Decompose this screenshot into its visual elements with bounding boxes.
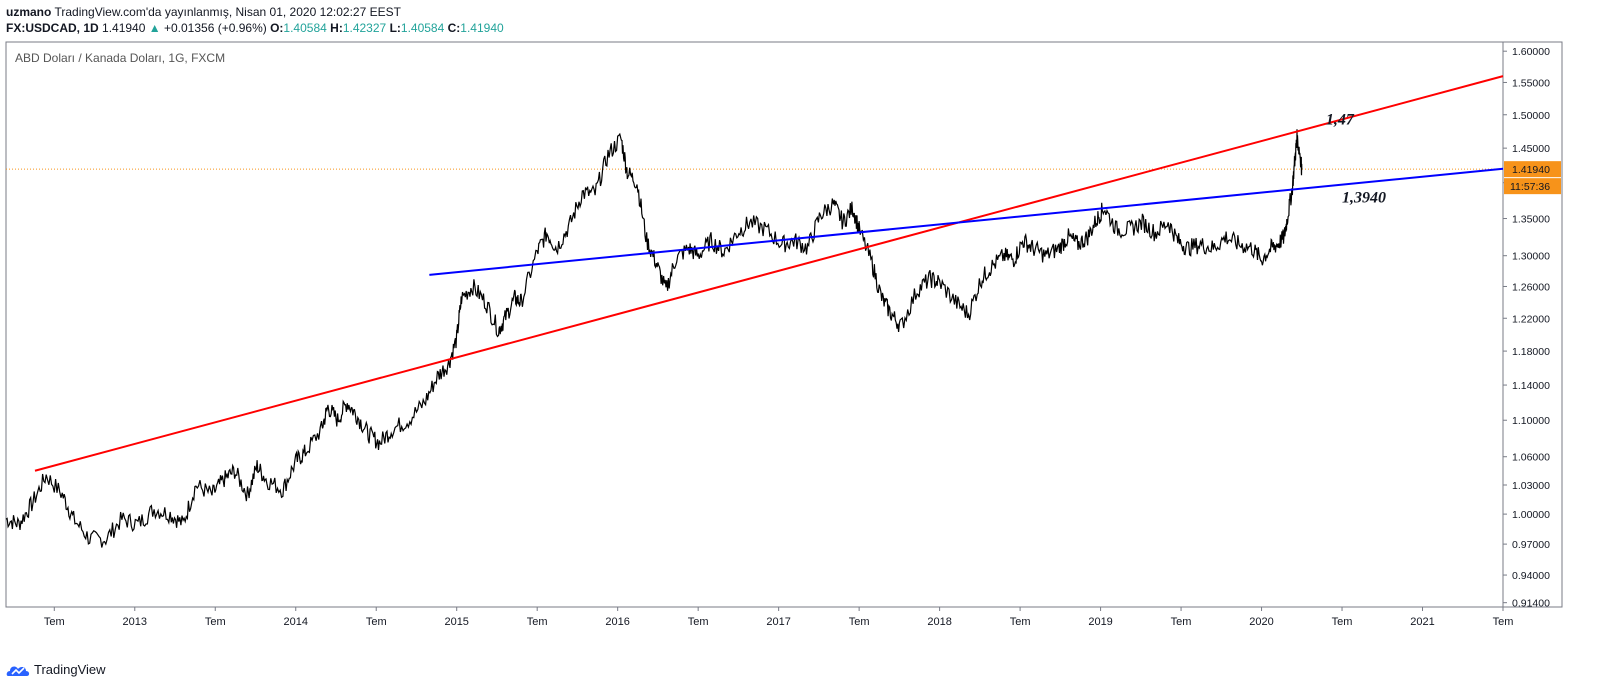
x-tick-label: 2014 bbox=[283, 616, 307, 628]
y-tick-label: 1.45000 bbox=[1512, 143, 1550, 155]
price-change: +0.01356 (+0.96%) bbox=[163, 21, 267, 35]
publish-line: uzmano TradingView.com'da yayınlanmış, N… bbox=[6, 4, 504, 20]
y-tick-label: 0.91400 bbox=[1512, 598, 1550, 610]
y-tick-label: 1.55000 bbox=[1512, 77, 1550, 89]
low-value: 1.40584 bbox=[400, 21, 445, 35]
y-tick-label: 1.50000 bbox=[1512, 110, 1550, 122]
countdown-label: 11:57:36 bbox=[1510, 181, 1550, 193]
y-tick-label: 1.18000 bbox=[1512, 346, 1550, 358]
y-tick-label: 1.03000 bbox=[1512, 480, 1550, 492]
y-tick-label: 1.10000 bbox=[1512, 415, 1550, 427]
usdcad-price-line bbox=[5, 129, 1303, 548]
author-name[interactable]: uzmano bbox=[6, 5, 52, 19]
last-price: 1.41940 bbox=[102, 21, 146, 35]
y-tick-label: 1.30000 bbox=[1512, 251, 1550, 263]
x-tick-label: Tem bbox=[527, 616, 548, 628]
high-label: H: bbox=[330, 21, 343, 35]
y-tick-label: 1.60000 bbox=[1512, 46, 1550, 58]
y-tick-label: 1.14000 bbox=[1512, 380, 1550, 392]
x-tick-label: 2021 bbox=[1410, 616, 1434, 628]
tradingview-logo-icon bbox=[6, 666, 30, 676]
open-value: 1.40584 bbox=[283, 21, 327, 35]
x-tick-label: Tem bbox=[1332, 616, 1353, 628]
red-trend-line[interactable] bbox=[34, 75, 1504, 472]
x-tick-label: 2013 bbox=[123, 616, 147, 628]
x-tick-label: Tem bbox=[205, 616, 226, 628]
y-tick-label: 1.00000 bbox=[1512, 509, 1550, 521]
symbol-label: FX:USDCAD, 1D bbox=[6, 21, 99, 35]
up-arrow-icon: ▲ bbox=[148, 21, 161, 35]
x-tick-label: Tem bbox=[1171, 616, 1192, 628]
y-tick-label: 1.35000 bbox=[1512, 214, 1550, 226]
x-tick-label: 2019 bbox=[1088, 616, 1112, 628]
x-tick-label: 2017 bbox=[766, 616, 790, 628]
close-label: C: bbox=[447, 21, 461, 35]
x-tick-label: 2018 bbox=[927, 616, 951, 628]
x-tick-label: 2016 bbox=[605, 616, 629, 628]
x-tick-label: Tem bbox=[366, 616, 387, 628]
chart-title: ABD Doları / Kanada Doları, 1G, FXCM bbox=[15, 51, 225, 65]
x-tick-label: Tem bbox=[849, 616, 870, 628]
last-price-badge-label: 1.41940 bbox=[1512, 164, 1550, 176]
x-tick-label: Tem bbox=[688, 616, 709, 628]
x-tick-label: Tem bbox=[44, 616, 65, 628]
y-tick-label: 1.06000 bbox=[1512, 452, 1550, 464]
x-tick-label: Tem bbox=[1493, 616, 1514, 628]
y-tick-label: 1.22000 bbox=[1512, 313, 1550, 325]
chart-header: uzmano TradingView.com'da yayınlanmış, N… bbox=[6, 4, 504, 36]
price-annotation[interactable]: 1,47 bbox=[1326, 112, 1355, 129]
y-tick-label: 1.26000 bbox=[1512, 281, 1550, 293]
high-value: 1.42327 bbox=[342, 21, 387, 35]
brand-label: TradingView bbox=[34, 662, 106, 677]
footer-brand[interactable]: TradingView bbox=[6, 662, 106, 677]
publish-info: TradingView.com'da yayınlanmış, Nisan 01… bbox=[54, 5, 401, 19]
y-tick-label: 0.94000 bbox=[1512, 570, 1550, 582]
open-label: O: bbox=[270, 21, 284, 35]
x-tick-label: 2020 bbox=[1249, 616, 1273, 628]
price-annotation[interactable]: 1,3940 bbox=[1342, 190, 1386, 207]
close-value: 1.41940 bbox=[460, 21, 504, 35]
last-price-badge bbox=[1504, 161, 1561, 178]
blue-trend-line[interactable] bbox=[429, 167, 1504, 276]
x-tick-label: Tem bbox=[1010, 616, 1031, 628]
low-label: L: bbox=[389, 21, 401, 35]
chart-frame bbox=[5, 41, 1563, 608]
countdown-badge bbox=[1504, 178, 1561, 195]
y-tick-label: 0.97000 bbox=[1512, 539, 1550, 551]
ohlc-line: FX:USDCAD, 1D 1.41940 ▲ +0.01356 (+0.96%… bbox=[6, 20, 504, 36]
x-tick-label: 2015 bbox=[444, 616, 468, 628]
